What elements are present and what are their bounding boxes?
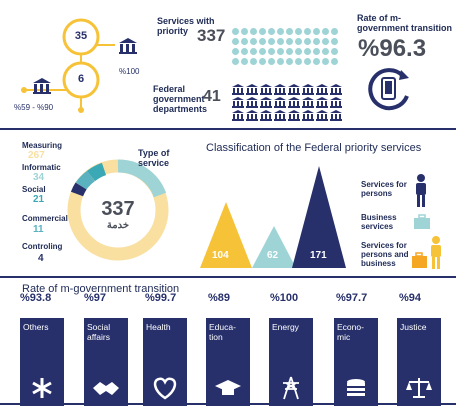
connector-lines xyxy=(21,18,115,113)
legend-business-label: Business services xyxy=(361,213,397,231)
donut-center-label: خدمة xyxy=(106,220,130,231)
social-value: 21 xyxy=(33,194,45,205)
services-value: 337 xyxy=(197,26,226,45)
persons-value: 104 xyxy=(212,250,229,261)
mobile-refresh-icon xyxy=(368,68,409,111)
value-6: 6 xyxy=(77,73,85,85)
rate-pct: %93.8 xyxy=(20,292,52,304)
rate-pct: %97.7 xyxy=(336,292,368,304)
commercial-label: Commercial xyxy=(22,214,68,223)
government-building-icon xyxy=(119,38,137,54)
services-dot-grid xyxy=(232,28,347,68)
heart-icon xyxy=(153,377,177,400)
pct-range: %59 - %90 xyxy=(14,103,54,112)
section-divider xyxy=(0,276,456,278)
coins-icon xyxy=(347,379,365,396)
commercial-value: 11 xyxy=(33,224,44,235)
briefcase-icon xyxy=(414,214,430,229)
government-building-icon xyxy=(33,78,51,94)
legend-both-label: Services for persons and business xyxy=(361,241,409,268)
person-icon xyxy=(416,174,426,207)
rate-label: Energy xyxy=(272,322,299,332)
classification-title: Classification of the Federal priority s… xyxy=(206,142,422,154)
measuring-value: 267 xyxy=(28,150,45,161)
social-label: Social xyxy=(22,185,46,194)
service-type-donut xyxy=(67,159,169,261)
both-value: 171 xyxy=(310,250,327,261)
value-35: 35 xyxy=(74,30,88,42)
classification-triangles xyxy=(200,166,346,268)
donut-type-label: Type of service xyxy=(138,148,170,168)
rate-label: Health xyxy=(146,322,171,332)
rate-label: Educa- tion xyxy=(209,322,236,342)
asterisk-icon xyxy=(32,378,52,398)
rate-label: Others xyxy=(23,322,49,332)
person-with-briefcase-icon xyxy=(412,236,441,269)
informatic-label: Informatic xyxy=(22,163,61,172)
departments-label: Federal government departments xyxy=(153,84,208,114)
rate-label: Social affairs xyxy=(87,322,111,342)
rate-pct: %97 xyxy=(84,292,107,304)
rate-label: Econo- mic xyxy=(337,322,364,342)
controling-label: Controling xyxy=(22,242,63,251)
controling-value: 4 xyxy=(38,253,44,264)
rate-pct: %94 xyxy=(399,292,422,304)
rate-pct: %99.7 xyxy=(145,292,177,304)
rate-pct: %89 xyxy=(208,292,231,304)
rate-label: Justice xyxy=(400,322,427,332)
transition-value: %96.3 xyxy=(358,35,427,62)
legend-persons-label: Services for persons xyxy=(361,180,407,198)
power-tower-icon xyxy=(283,376,299,400)
measuring-label: Measuring xyxy=(22,141,63,150)
handshake-icon xyxy=(93,382,119,395)
departments-value: 41 xyxy=(203,88,221,105)
services-label: Services with priority xyxy=(157,16,215,36)
graduation-cap-icon xyxy=(215,380,241,395)
pct-100: %100 xyxy=(119,67,140,76)
donut-center-value: 337 xyxy=(101,198,135,220)
scales-icon xyxy=(406,378,432,398)
transition-label: Rate of m-government transition xyxy=(357,13,453,33)
bottom-divider xyxy=(0,403,456,405)
business-value: 62 xyxy=(267,250,279,261)
informatic-value: 34 xyxy=(33,172,45,183)
rates-title: Rate of m-government transition xyxy=(22,283,180,295)
departments-building-grid xyxy=(232,84,342,121)
rate-pct: %100 xyxy=(270,292,299,304)
section-divider xyxy=(0,128,456,130)
